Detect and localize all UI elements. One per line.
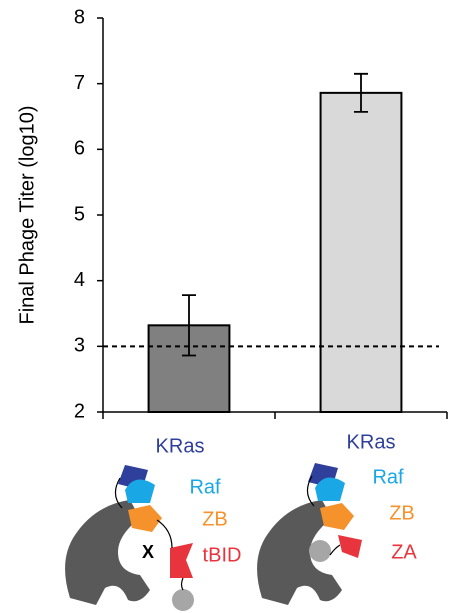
y-tick-label: 5 — [74, 203, 85, 225]
shape — [338, 535, 362, 558]
y-tick-label: 7 — [74, 72, 85, 94]
construct-label: KRas — [156, 435, 205, 457]
shape — [172, 589, 194, 611]
construct-label: KRas — [347, 431, 396, 453]
shape — [170, 543, 193, 578]
construct-label: ZA — [391, 541, 417, 563]
construct-label: ZB — [202, 508, 228, 530]
shape — [128, 505, 162, 532]
construct-label: tBID — [203, 544, 242, 566]
y-tick-label: 4 — [74, 269, 85, 291]
construct-label: ZB — [389, 502, 415, 524]
bar — [321, 93, 402, 412]
chart: Final Phage Titer (log10) KRas Raf ZB X … — [0, 0, 451, 613]
construct-label: X — [142, 542, 154, 562]
y-tick-label: 2 — [74, 400, 85, 422]
page: {"chart_data": {"type": "bar", "y_label"… — [0, 0, 451, 613]
construct-label: Raf — [372, 466, 404, 488]
construct-label: Raf — [189, 476, 221, 498]
shape — [320, 503, 354, 530]
y-tick-label: 6 — [74, 138, 85, 160]
y-tick-label: 3 — [74, 335, 85, 357]
y-tick-label: 8 — [74, 6, 85, 28]
y-axis-label: Final Phage Titer (log10) — [16, 105, 38, 324]
shape — [309, 540, 331, 562]
